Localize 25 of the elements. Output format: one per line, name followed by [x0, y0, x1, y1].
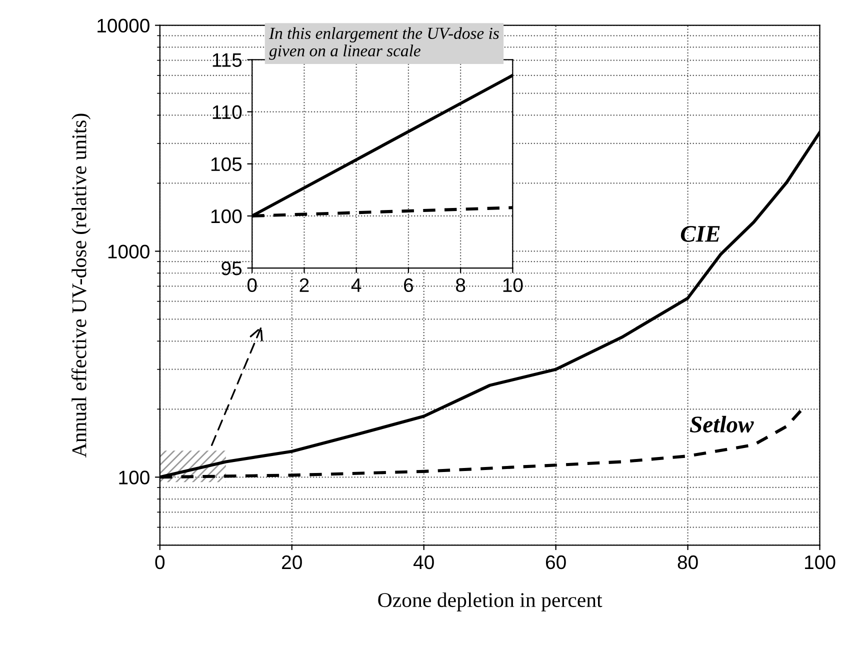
x-tick-label: 2	[300, 278, 309, 292]
x-tick-label: 4	[351, 278, 362, 292]
annotation: In this enlargement the UV-dose is given on a linear scale	[268, 27, 499, 60]
x-tick-label: 6	[404, 278, 413, 292]
series-label: Setlow	[690, 416, 754, 432]
x-tick-label: 0	[155, 555, 165, 570]
y-tick-label: 100	[211, 209, 242, 224]
x-tick-label: 60	[546, 555, 566, 570]
y-tick-label: 100	[119, 470, 150, 484]
y-tick-label: 115	[212, 53, 242, 67]
x-tick-label: 0	[247, 278, 257, 292]
x-tick-label: 40	[413, 555, 434, 570]
y-tick-label: 1000	[108, 244, 150, 258]
y-tick-label: 10000	[98, 18, 150, 33]
x-tick-label: 8	[456, 278, 466, 292]
x-tick-label: 100	[805, 555, 836, 570]
x-tick-label: 80	[678, 555, 698, 570]
x-tick-label: 10	[503, 278, 523, 292]
y-axis-title: Annual effective UV-dose (relative units)	[71, 114, 91, 458]
x-axis-title: Ozone depletion in percent	[378, 592, 602, 612]
y-tick-label: 95	[222, 262, 242, 276]
series-label: CIE	[680, 226, 720, 242]
x-tick-label: 20	[282, 555, 302, 570]
y-tick-label: 110	[212, 105, 242, 120]
y-tick-label: 105	[211, 157, 242, 172]
